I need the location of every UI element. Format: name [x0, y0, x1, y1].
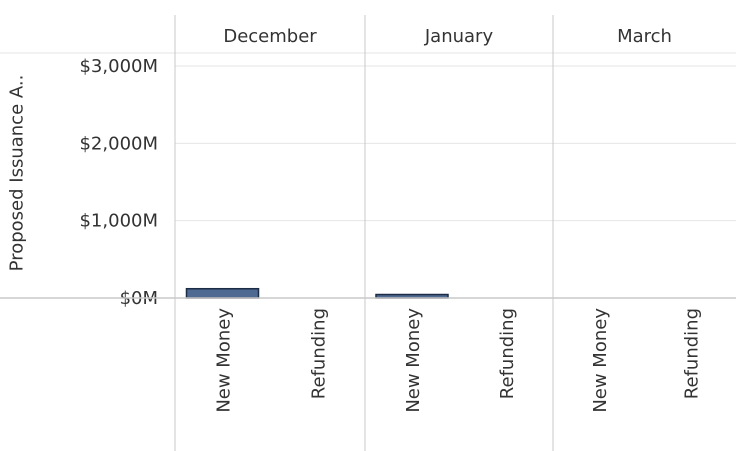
y-tick-label: $2,000M [79, 133, 158, 154]
x-category-label: Refunding [681, 308, 702, 399]
x-category-label: Refunding [497, 308, 518, 399]
bar-december-new-money [185, 287, 260, 299]
panel-header-december: December [223, 26, 317, 47]
y-tick-label: $1,000M [79, 211, 158, 232]
panel-header-january: January [424, 26, 494, 47]
x-category-label: New Money [214, 308, 235, 413]
panel-header-march: March [617, 26, 672, 47]
x-category-label: New Money [403, 308, 424, 413]
y-tick-label: $3,000M [79, 56, 158, 77]
x-category-label: Refunding [309, 308, 330, 399]
x-category-label: New Money [590, 308, 611, 413]
